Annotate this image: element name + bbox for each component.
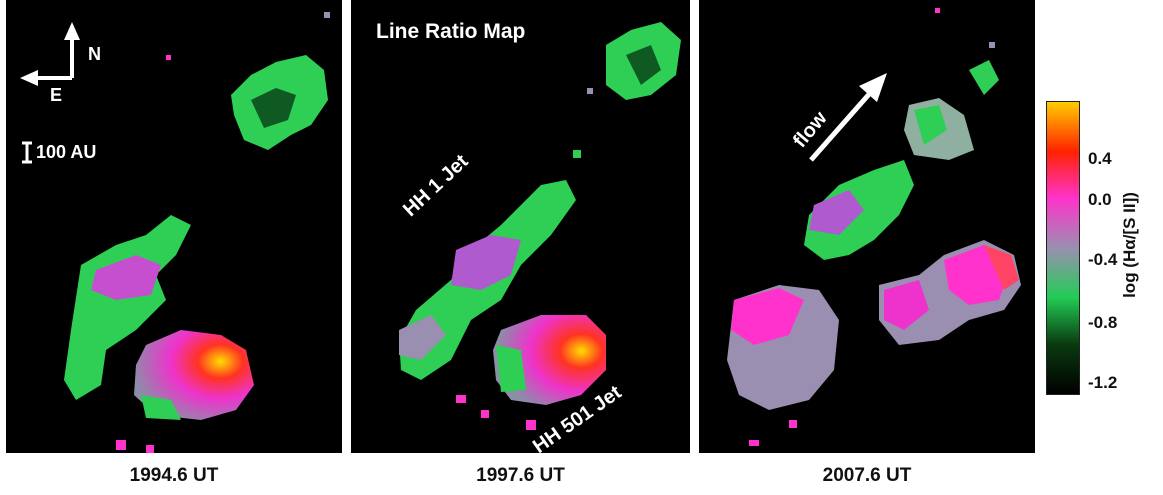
colorbar-tick-0: 0.4 (1088, 149, 1112, 168)
jet-body (64, 215, 191, 400)
emission-map-2007 (727, 8, 1021, 446)
map-title: Line Ratio Map (376, 20, 526, 43)
north-label: N (88, 44, 101, 64)
emission-map-1997 (399, 22, 681, 430)
colorbar-tick-2: -0.4 (1088, 250, 1118, 269)
colorbar-tick-1: 0.0 (1088, 190, 1112, 209)
panel-1997: Line Ratio Map HH 1 Jet HH 501 Jet (351, 0, 690, 453)
emission-map-1994 (20, 12, 330, 453)
panel-1994: N E 100 AU (6, 0, 342, 453)
hot-knot (134, 330, 254, 420)
scale-bar-icon (22, 141, 32, 164)
caption-1994: 1994.6 UT (129, 465, 219, 486)
caption-2007: 2007.6 UT (822, 465, 912, 486)
compass-icon (20, 22, 80, 86)
scale-bar-label: 100 AU (36, 142, 97, 162)
colorbar-tick-3: -0.8 (1088, 313, 1118, 332)
colorbar-title: log (Hα/[S II]) (1120, 192, 1139, 298)
flow-arrow-icon (809, 73, 887, 162)
caption-1997: 1997.6 UT (476, 465, 565, 486)
panel-2007: flow (699, 0, 1035, 453)
colorbar-tick-4: -1.2 (1088, 373, 1118, 392)
colorbar (1046, 101, 1080, 395)
east-label: E (50, 85, 63, 105)
